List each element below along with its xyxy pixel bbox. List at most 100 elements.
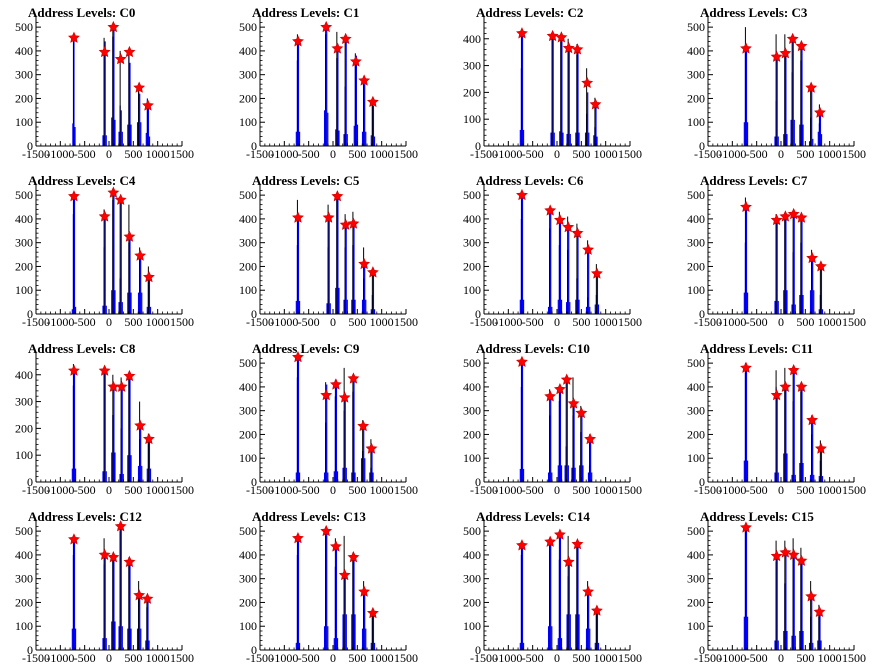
y-tick-label: 200 (15, 91, 33, 105)
peak-marker (320, 20, 333, 33)
y-tick-label: 0 (27, 643, 33, 657)
histogram-chart: Address Levels: C70100200300400500-1500-… (687, 173, 866, 329)
x-tick-label: 500 (124, 483, 142, 497)
x-tick-label: -500 (522, 147, 544, 161)
peak-marker (339, 32, 352, 45)
histogram-chart: Address Levels: C60100200300400500-1500-… (463, 173, 642, 329)
x-tick-label: 1500 (842, 315, 866, 329)
x-tick-label: 0 (330, 483, 336, 497)
x-tick-label: 500 (348, 315, 366, 329)
peak-marker (813, 605, 826, 618)
y-tick-label: 0 (27, 475, 33, 489)
y-tick-label: 300 (687, 572, 705, 586)
peak-marker (562, 220, 575, 233)
x-tick-label: 0 (106, 651, 112, 665)
peak-marker (779, 210, 792, 222)
chart-title: Address Levels: C13 (252, 509, 366, 524)
peak-marker (358, 257, 371, 270)
x-tick-label: 1500 (842, 651, 866, 665)
peak-marker (133, 81, 146, 93)
y-tick-label: 300 (463, 404, 481, 418)
x-tick-label: 1500 (842, 147, 866, 161)
y-tick-label: 0 (251, 139, 257, 153)
y-tick-label: 500 (15, 20, 33, 34)
chart-title: Address Levels: C1 (252, 5, 359, 20)
y-tick-label: 500 (687, 356, 705, 370)
histogram-panel: Address Levels: C11 0 100 200 300 400 500 -1500… (672, 336, 896, 504)
x-tick-label: 0 (554, 147, 560, 161)
x-tick-label: -1000 (718, 315, 746, 329)
x-tick-label: 1000 (146, 315, 170, 329)
peak-marker (292, 35, 304, 47)
peak-marker (770, 213, 783, 226)
chart-title: Address Levels: C6 (476, 173, 584, 188)
y-tick-label: 500 (463, 188, 481, 202)
peak-marker (123, 230, 136, 242)
peak-marker (740, 521, 752, 533)
peak-marker (740, 200, 752, 213)
y-tick-label: 100 (687, 283, 705, 297)
histogram-panel: Address Levels: C6 0 100 200 300 400 500 -1500-… (448, 168, 672, 336)
x-tick-label: -500 (74, 147, 96, 161)
peak-marker (779, 546, 792, 558)
peak-marker (806, 251, 819, 264)
x-tick-label: -1500 (22, 315, 50, 329)
histogram-chart: Address Levels: C15 0 100 200 300 400 500 -1500… (687, 509, 866, 665)
x-tick-label: -500 (298, 651, 320, 665)
y-tick-label: 500 (463, 524, 481, 538)
y-tick-label: 200 (463, 427, 481, 441)
y-tick-label: 300 (463, 236, 481, 250)
y-tick-label: 500 (239, 524, 257, 538)
x-tick-label: -500 (746, 315, 768, 329)
peak-marker (133, 589, 146, 601)
x-tick-label: 0 (106, 147, 112, 161)
x-tick-label: -500 (746, 651, 768, 665)
histogram-panel: Address Levels: C5 0 100 200 300 400 500 -1500-… (224, 168, 448, 336)
peak-marker (544, 535, 557, 547)
x-tick-label: 1500 (394, 651, 418, 665)
x-tick-label: 1000 (370, 147, 394, 161)
x-tick-label: -500 (74, 483, 96, 497)
peak-marker (98, 364, 111, 376)
peak-marker (142, 270, 155, 283)
y-tick-label: 100 (15, 283, 33, 297)
histogram-chart: Address Levels: C40100200300400500-1500-… (15, 173, 194, 329)
x-tick-label: -1000 (718, 651, 746, 665)
chart-title: Address Levels: C5 (252, 173, 360, 188)
peak-marker (98, 45, 111, 58)
peak-marker (68, 190, 80, 202)
peak-marker (358, 74, 371, 86)
y-tick-label: 400 (15, 548, 33, 562)
x-tick-label: 500 (348, 147, 366, 161)
peak-marker (366, 95, 379, 108)
x-tick-label: 1000 (594, 651, 618, 665)
histogram-chart: Address Levels: C50100200300400500-1500-… (239, 173, 418, 329)
peak-marker (338, 391, 351, 403)
y-tick-label: 500 (239, 356, 257, 370)
y-tick-label: 200 (239, 595, 257, 609)
x-tick-label: -1000 (46, 315, 74, 329)
peak-marker (98, 210, 111, 222)
peak-marker (68, 533, 80, 545)
x-tick-label: -1000 (46, 483, 74, 497)
peak-marker (795, 554, 808, 566)
peak-marker (740, 42, 752, 54)
y-tick-label: 0 (475, 139, 481, 153)
chart-title: Address Levels: C15 (700, 509, 814, 524)
chart-title: Address Levels: C12 (28, 509, 142, 524)
peak-marker (814, 260, 827, 272)
peak-marker (365, 442, 378, 454)
peak-marker (114, 53, 127, 65)
y-tick-label: 0 (251, 475, 257, 489)
y-tick-label: 100 (463, 619, 481, 633)
x-tick-label: 1000 (146, 147, 170, 161)
peak-marker (366, 266, 379, 278)
x-tick-label: -500 (298, 147, 320, 161)
peak-marker (770, 549, 783, 562)
peak-marker (329, 378, 342, 390)
x-tick-label: 1500 (394, 315, 418, 329)
x-tick-label: 1500 (170, 315, 194, 329)
peak-marker (516, 355, 528, 367)
histogram-panel: Address Levels: C2 0 100 200 300 400 -1500 -100… (448, 0, 672, 168)
y-tick-label: 100 (463, 112, 481, 126)
